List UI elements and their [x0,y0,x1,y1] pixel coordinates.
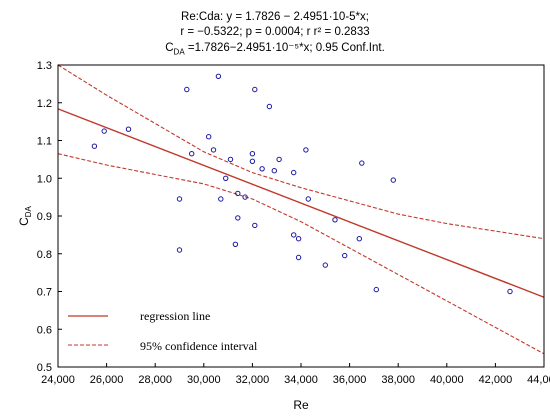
legend: regression line 95% confidence interval [68,309,258,353]
y-tick-label: 1.1 [37,136,52,148]
x-tick-label: 44,000 [527,374,550,386]
data-point [227,156,234,163]
data-point [91,143,98,149]
x-axis-label: Re [293,398,309,412]
data-point [332,217,338,223]
data-point [271,168,277,174]
data-point [242,194,248,200]
correlation-stats: r = −0.5322; p = 0.0004; r r² = 0.2833 [180,26,370,38]
y-axis-ticks: 0.5 0.6 0.7 0.8 0.9 1.0 1.1 1.2 1.3 [37,60,62,374]
y-tick-label: 1.0 [37,173,52,185]
data-point [295,236,302,242]
y-tick-label: 0.9 [37,211,52,223]
y-axis-label: CDA [17,205,33,225]
data-point [322,262,328,268]
data-point [291,169,297,176]
data-point [373,286,379,293]
plot-frame [57,64,545,368]
data-point [356,236,362,242]
y-tick-label: 1.3 [37,60,52,72]
data-point [215,73,222,80]
data-point [507,288,513,295]
x-axis-ticks: 24,000 26,000 28,000 30,000 32,000 34,000 36,0… [41,363,550,386]
data-point [176,196,183,202]
data-point [303,147,309,153]
data-point [210,147,217,153]
regression-line [57,108,545,298]
data-point [359,160,365,166]
legend-ci-label: 95% confidence interval [140,339,258,353]
data-point [125,126,132,132]
x-tick-label: 30,000 [187,374,221,386]
x-tick-label: 36,000 [333,374,367,386]
data-point [305,196,311,202]
data-point [276,156,282,163]
confidence-caption: CDA =1.7826−2.4951·10⁻⁵*x; 0.95 Conf.Int… [165,42,385,57]
legend-regression-label: regression line [140,309,210,323]
x-tick-label: 40,000 [430,374,464,386]
data-point [235,215,241,221]
x-tick-label: 24,000 [41,374,75,386]
data-point [206,134,212,140]
data-point [252,86,258,93]
data-point [266,103,273,110]
x-tick-label: 32,000 [236,374,270,386]
y-tick-label: 0.6 [37,324,52,336]
data-point [259,166,265,172]
confidence-band [57,64,545,355]
data-point [235,190,241,197]
data-point [252,222,258,229]
y-tick-label: 0.8 [37,249,52,261]
y-tick-label: 0.5 [37,362,52,374]
data-point [189,151,195,157]
data-point [295,254,302,261]
x-tick-label: 42,000 [479,374,513,386]
x-tick-label: 28,000 [138,374,172,386]
data-point [232,241,239,248]
data-point [249,151,256,157]
y-tick-label: 0.7 [37,287,52,299]
x-tick-label: 38,000 [381,374,415,386]
regression-line-layer [57,108,545,298]
upper-ci-curve [57,64,545,240]
data-point [223,175,229,182]
data-point [342,252,348,259]
x-tick-label: 26,000 [90,374,124,386]
data-point [184,86,190,93]
data-point [101,128,107,134]
x-tick-label: 34,000 [284,374,318,386]
data-point [176,247,183,253]
data-points [91,73,513,295]
data-point [291,232,297,238]
data-point [218,196,224,202]
data-point [249,158,256,165]
lower-ci-curve [57,153,545,355]
data-point [390,177,396,183]
y-tick-label: 1.2 [37,98,52,110]
regression-equation: Re:Cda: y = 1.7826 − 2.4951·10-5*x; [181,11,369,23]
